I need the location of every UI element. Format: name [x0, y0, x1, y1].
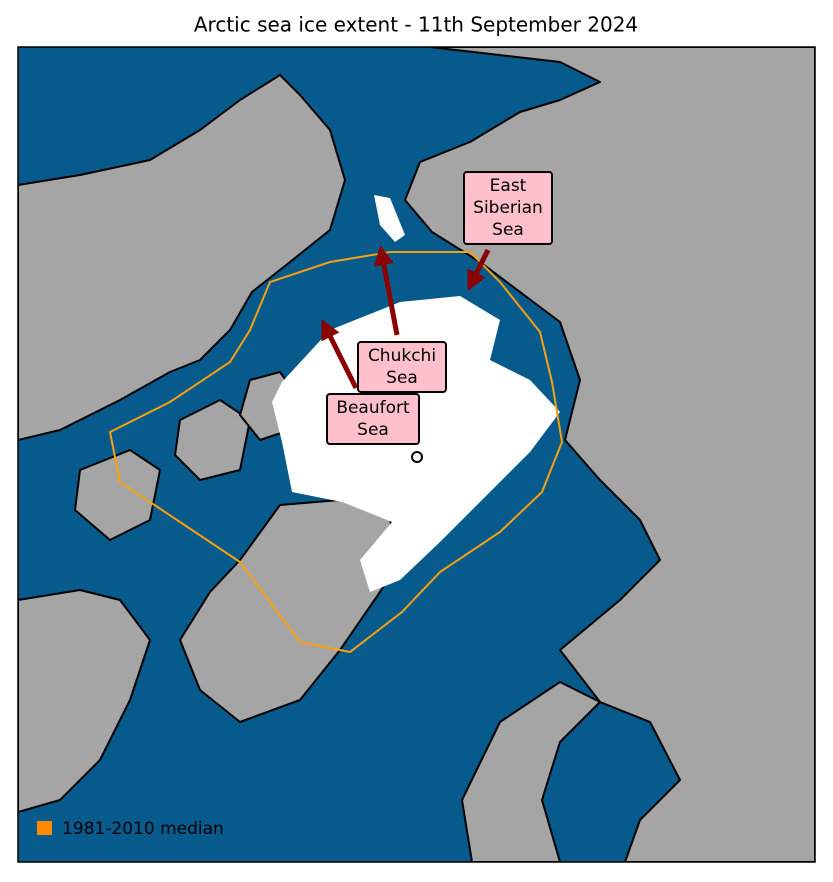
land [74, 449, 161, 541]
label-box [463, 171, 553, 245]
label-box [326, 393, 420, 445]
arrow [321, 319, 359, 390]
label: Siberian [473, 198, 543, 218]
label: Sea [492, 220, 524, 240]
map-title: Arctic sea ice extent - 11th September 2… [194, 13, 638, 37]
legend-label: 1981-2010 median [62, 819, 224, 839]
land [18, 74, 346, 441]
label: East [490, 176, 527, 196]
label: Sea [357, 420, 389, 440]
median-line [108, 251, 564, 654]
north-pole [411, 451, 423, 463]
arrow [467, 248, 491, 291]
map-frame [17, 46, 816, 863]
arrow [374, 245, 400, 336]
label: Beaufort [336, 398, 410, 418]
land [174, 399, 251, 481]
sea-ice [374, 195, 405, 242]
map-area: East Siberian Sea Chukchi Sea Beaufort S… [18, 47, 815, 862]
legend-swatch [37, 821, 52, 835]
land [461, 681, 601, 862]
land [18, 589, 151, 813]
label-box [357, 341, 447, 393]
land [404, 47, 815, 862]
label: Chukchi [368, 346, 436, 366]
label: Sea [386, 368, 418, 388]
